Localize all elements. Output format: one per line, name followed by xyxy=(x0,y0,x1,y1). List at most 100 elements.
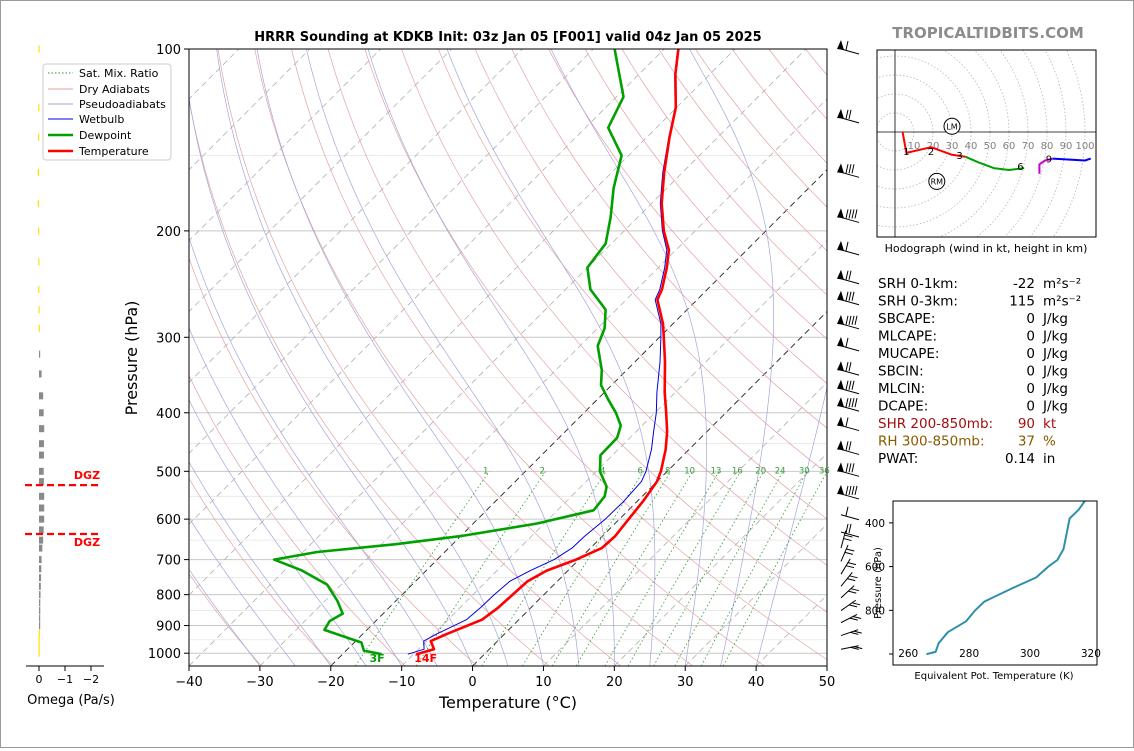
dry-adiabat xyxy=(364,49,827,613)
mixing-ratio-line xyxy=(481,471,607,666)
index-value: 0 xyxy=(1026,364,1035,380)
pseudoadiabat xyxy=(189,95,473,666)
omega-bar xyxy=(37,227,40,235)
hodograph-height-label: 1 xyxy=(903,147,909,158)
wind-barb xyxy=(840,572,858,587)
x-tick-label: 50 xyxy=(819,675,836,690)
series-wetbulb-line xyxy=(407,49,679,655)
wind-barb xyxy=(840,614,862,624)
omega-x-axis: 0 −1 −2 xyxy=(36,666,99,686)
y-tick-label: 700 xyxy=(156,554,181,569)
omega-bar xyxy=(39,409,44,417)
omega-bar xyxy=(39,425,45,433)
hodograph-segment xyxy=(1038,157,1053,174)
index-unit: kt xyxy=(1043,416,1056,432)
omega-bar xyxy=(38,649,40,657)
omega-bar xyxy=(39,492,45,500)
theta-y-tick-label: 800 xyxy=(865,605,885,617)
index-unit: J/kg xyxy=(1042,329,1068,345)
dry-adiabat xyxy=(584,49,827,340)
omega-bar xyxy=(38,306,40,314)
hodograph-ring-label: 10 xyxy=(908,141,921,152)
wind-barb xyxy=(840,506,860,521)
hodograph-height-label: 2 xyxy=(928,147,934,158)
wind-barb xyxy=(837,240,860,256)
y-tick-label: 200 xyxy=(156,225,181,240)
x-tick-label: −20 xyxy=(317,675,344,690)
y-tick-label: 400 xyxy=(156,407,181,422)
mixing-ratio-label: 30 xyxy=(799,467,810,477)
series-temperature-line xyxy=(415,49,680,656)
dry-adiabat xyxy=(658,49,827,252)
pseudoadiabat xyxy=(755,386,827,666)
index-unit: m²s⁻² xyxy=(1043,294,1081,310)
y-tick-label: 500 xyxy=(156,465,181,480)
legend-label-mix: Sat. Mix. Ratio xyxy=(79,67,159,80)
storm-motion-marker xyxy=(928,172,946,190)
index-value: 0 xyxy=(1026,329,1035,345)
skewt-legend: Sat. Mix. Ratio Dry Adiabats Pseudoadiab… xyxy=(42,63,172,161)
wind-barb xyxy=(837,290,860,306)
wind-barb xyxy=(837,462,860,477)
dry-adiabat xyxy=(731,49,827,164)
y-tick-label: 900 xyxy=(156,620,181,635)
hodograph-ring-label: 70 xyxy=(1022,141,1035,152)
index-label: MLCIN: xyxy=(878,381,925,397)
omega-bars xyxy=(37,45,45,657)
wind-barb xyxy=(840,585,859,599)
hodograph-ring-label: 80 xyxy=(1041,141,1054,152)
index-value: 0 xyxy=(1026,346,1035,362)
dry-adiabat xyxy=(474,49,827,474)
omega-bar xyxy=(39,607,41,615)
x-tick-label: 20 xyxy=(606,675,623,690)
hodograph-ring-label: 100 xyxy=(1075,141,1094,152)
omega-bar xyxy=(38,324,40,332)
index-value: 0 xyxy=(1026,399,1035,415)
isotherm xyxy=(472,310,827,666)
index-label: MUCAPE: xyxy=(878,346,939,362)
index-label: RH 300-850mb: xyxy=(878,434,985,450)
omega-bar xyxy=(39,350,41,358)
mixing-ratio-line xyxy=(354,471,490,666)
mixing-ratio-label: 36 xyxy=(819,467,830,477)
theta-e-plot xyxy=(926,501,1086,656)
theta-x-tick-label: 260 xyxy=(898,648,918,660)
omega-bar xyxy=(39,599,41,607)
skewt-y-axis: 100 200 300 400 500 600 700 800 900 1000 xyxy=(148,43,189,662)
wind-barb xyxy=(837,440,860,455)
mixing-ratio-line xyxy=(627,471,741,666)
index-value: 115 xyxy=(1009,294,1035,310)
omega-tick-label: −2 xyxy=(83,673,99,686)
hodograph-ring-label: 60 xyxy=(1003,141,1016,152)
dry-adiabat xyxy=(189,374,406,666)
theta-x-tick-label: 320 xyxy=(1081,648,1101,660)
dry-adiabat xyxy=(217,49,622,666)
theta-e-line xyxy=(926,501,1086,656)
hodograph-ring-label: 30 xyxy=(946,141,959,152)
omega-tick-label: −1 xyxy=(57,673,73,686)
pseudoadiabat xyxy=(367,49,615,666)
mixing-ratio-line xyxy=(522,471,644,666)
x-tick-label: 40 xyxy=(748,675,765,690)
pseudoadiabat xyxy=(189,568,261,666)
wind-barb xyxy=(840,523,860,538)
index-label: SRH 0-1km: xyxy=(878,276,958,292)
legend-label-temperature: Temperature xyxy=(78,145,149,158)
surface-temperature-label: 14F xyxy=(414,652,437,665)
x-tick-label: −10 xyxy=(388,675,415,690)
wind-barb xyxy=(837,379,860,395)
wind-barb xyxy=(837,397,860,412)
omega-bar xyxy=(39,622,41,630)
x-tick-label: 10 xyxy=(535,675,552,690)
omega-bar xyxy=(39,467,44,475)
pseudoadiabat xyxy=(306,49,580,666)
index-value: 0 xyxy=(1026,311,1035,327)
pseudoadiabat xyxy=(446,49,656,666)
wind-barb xyxy=(840,530,853,549)
omega-bar xyxy=(39,526,44,534)
theta-e-axes: 400 600 800 260 280 300 320 xyxy=(865,518,1101,660)
index-unit: J/kg xyxy=(1042,346,1068,362)
index-label: SBCAPE: xyxy=(878,311,935,327)
omega-bar xyxy=(38,629,40,637)
